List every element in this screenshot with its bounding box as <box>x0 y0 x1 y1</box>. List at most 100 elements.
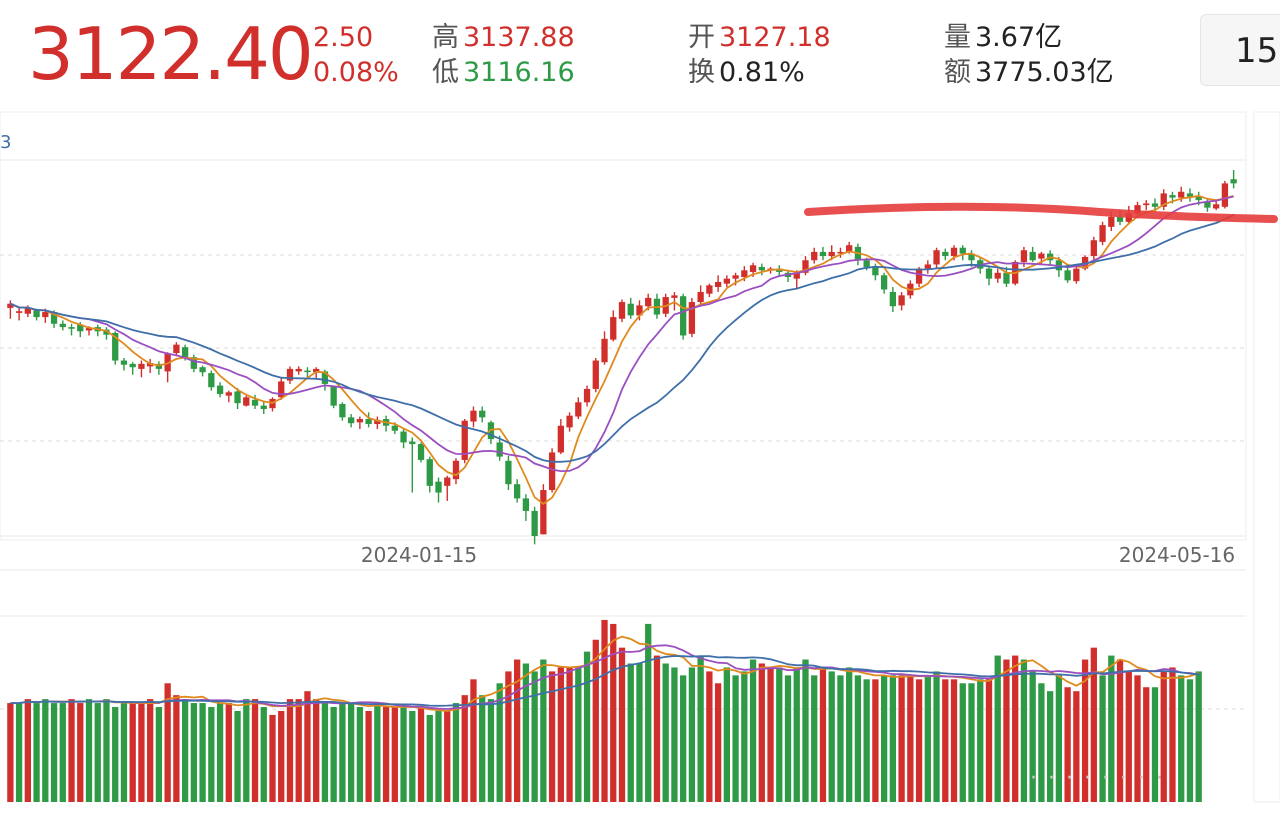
candle-body <box>749 265 757 272</box>
candle <box>898 292 905 311</box>
candle-body <box>872 266 879 276</box>
volume-bar <box>138 703 145 802</box>
volume-bar <box>915 679 923 802</box>
volume-bar <box>1143 687 1150 802</box>
candle <box>1221 180 1229 209</box>
volume-bar <box>269 714 276 802</box>
candle <box>697 285 704 307</box>
volume-bar <box>985 679 993 802</box>
candle-body <box>1108 216 1115 227</box>
candle <box>190 354 198 373</box>
candle-body <box>452 460 460 480</box>
candle-body <box>575 402 582 417</box>
candle <box>496 435 503 461</box>
price-panel <box>0 111 1247 541</box>
volume-bar <box>1195 671 1202 802</box>
volume-bar <box>653 655 661 802</box>
volume-bar <box>1038 683 1045 802</box>
candle-body <box>208 373 215 388</box>
candle-body <box>260 405 267 409</box>
open-stat: 开 3127.18 <box>688 20 831 56</box>
candle-body <box>968 253 975 261</box>
volume-bar <box>409 710 416 802</box>
candle <box>540 484 547 535</box>
candle <box>444 475 451 501</box>
candle-body <box>645 297 652 307</box>
candle-body <box>828 251 835 257</box>
volume-bar <box>304 691 311 802</box>
volume-bar <box>784 675 792 802</box>
volume-bar <box>968 683 975 802</box>
candle <box>627 297 634 319</box>
candle-body <box>1160 193 1167 207</box>
candle <box>942 248 949 261</box>
candle-body <box>1134 205 1141 214</box>
volume-bar <box>164 683 171 802</box>
volume-bar <box>557 667 564 802</box>
volume-bar <box>793 667 800 802</box>
volume-bar <box>147 699 154 802</box>
volume-bar <box>155 707 163 802</box>
candle-body <box>479 410 486 418</box>
volume-bar <box>907 675 914 802</box>
annotation-stroke <box>804 202 1278 223</box>
candle <box>173 342 180 357</box>
candle <box>435 477 442 503</box>
volume-bar <box>470 679 477 802</box>
candle-body <box>627 303 634 316</box>
volume-bar <box>50 703 58 802</box>
volume-bar <box>417 707 425 802</box>
volume-bar <box>112 707 119 802</box>
candle <box>505 455 512 491</box>
candle <box>243 395 250 407</box>
volume-bar <box>863 679 870 802</box>
volume-bar <box>1029 671 1036 802</box>
period-selector-button[interactable]: 15 <box>1200 14 1280 86</box>
candle-body <box>1195 196 1202 201</box>
candle <box>1064 266 1071 283</box>
candle <box>225 390 232 403</box>
candle <box>68 323 75 336</box>
candle <box>278 377 285 400</box>
candle-body <box>85 327 93 331</box>
volume-bar <box>898 675 905 802</box>
candle <box>286 366 294 384</box>
volume-bar <box>1020 659 1028 802</box>
candle-body <box>444 477 451 486</box>
volume-bar <box>24 699 31 802</box>
volume-bar <box>837 675 844 802</box>
volume-label: 量 <box>944 22 971 53</box>
candle-body <box>1099 225 1106 242</box>
volume-bar <box>435 710 442 802</box>
candle-body <box>915 268 923 284</box>
volume-bar <box>680 675 687 802</box>
candle <box>688 297 696 338</box>
candle-body <box>417 444 425 460</box>
volume-bar <box>479 695 486 802</box>
candle-body <box>618 302 626 319</box>
candle <box>880 272 888 294</box>
volume-bar <box>7 703 14 802</box>
volume-bar <box>1108 655 1115 802</box>
high-value: 3137.88 <box>463 22 575 53</box>
candle <box>374 416 381 430</box>
candle-body <box>59 323 66 328</box>
volume-bar <box>671 667 678 802</box>
candle <box>199 365 206 377</box>
candle-body <box>365 419 372 425</box>
candle <box>933 247 940 269</box>
volume-bar <box>1099 675 1106 802</box>
volume-bar <box>33 703 40 802</box>
candle-body <box>496 442 503 457</box>
candle <box>208 370 215 391</box>
volume-bar <box>286 699 294 802</box>
candle <box>1003 266 1010 288</box>
candle-body <box>1020 250 1028 262</box>
volume-bar <box>1046 691 1054 802</box>
volume-bar <box>819 667 827 802</box>
candle-body <box>15 311 23 313</box>
candle-body <box>356 419 364 423</box>
candle-body <box>592 360 599 389</box>
watermark: · · · · · · · · <box>1030 766 1165 791</box>
